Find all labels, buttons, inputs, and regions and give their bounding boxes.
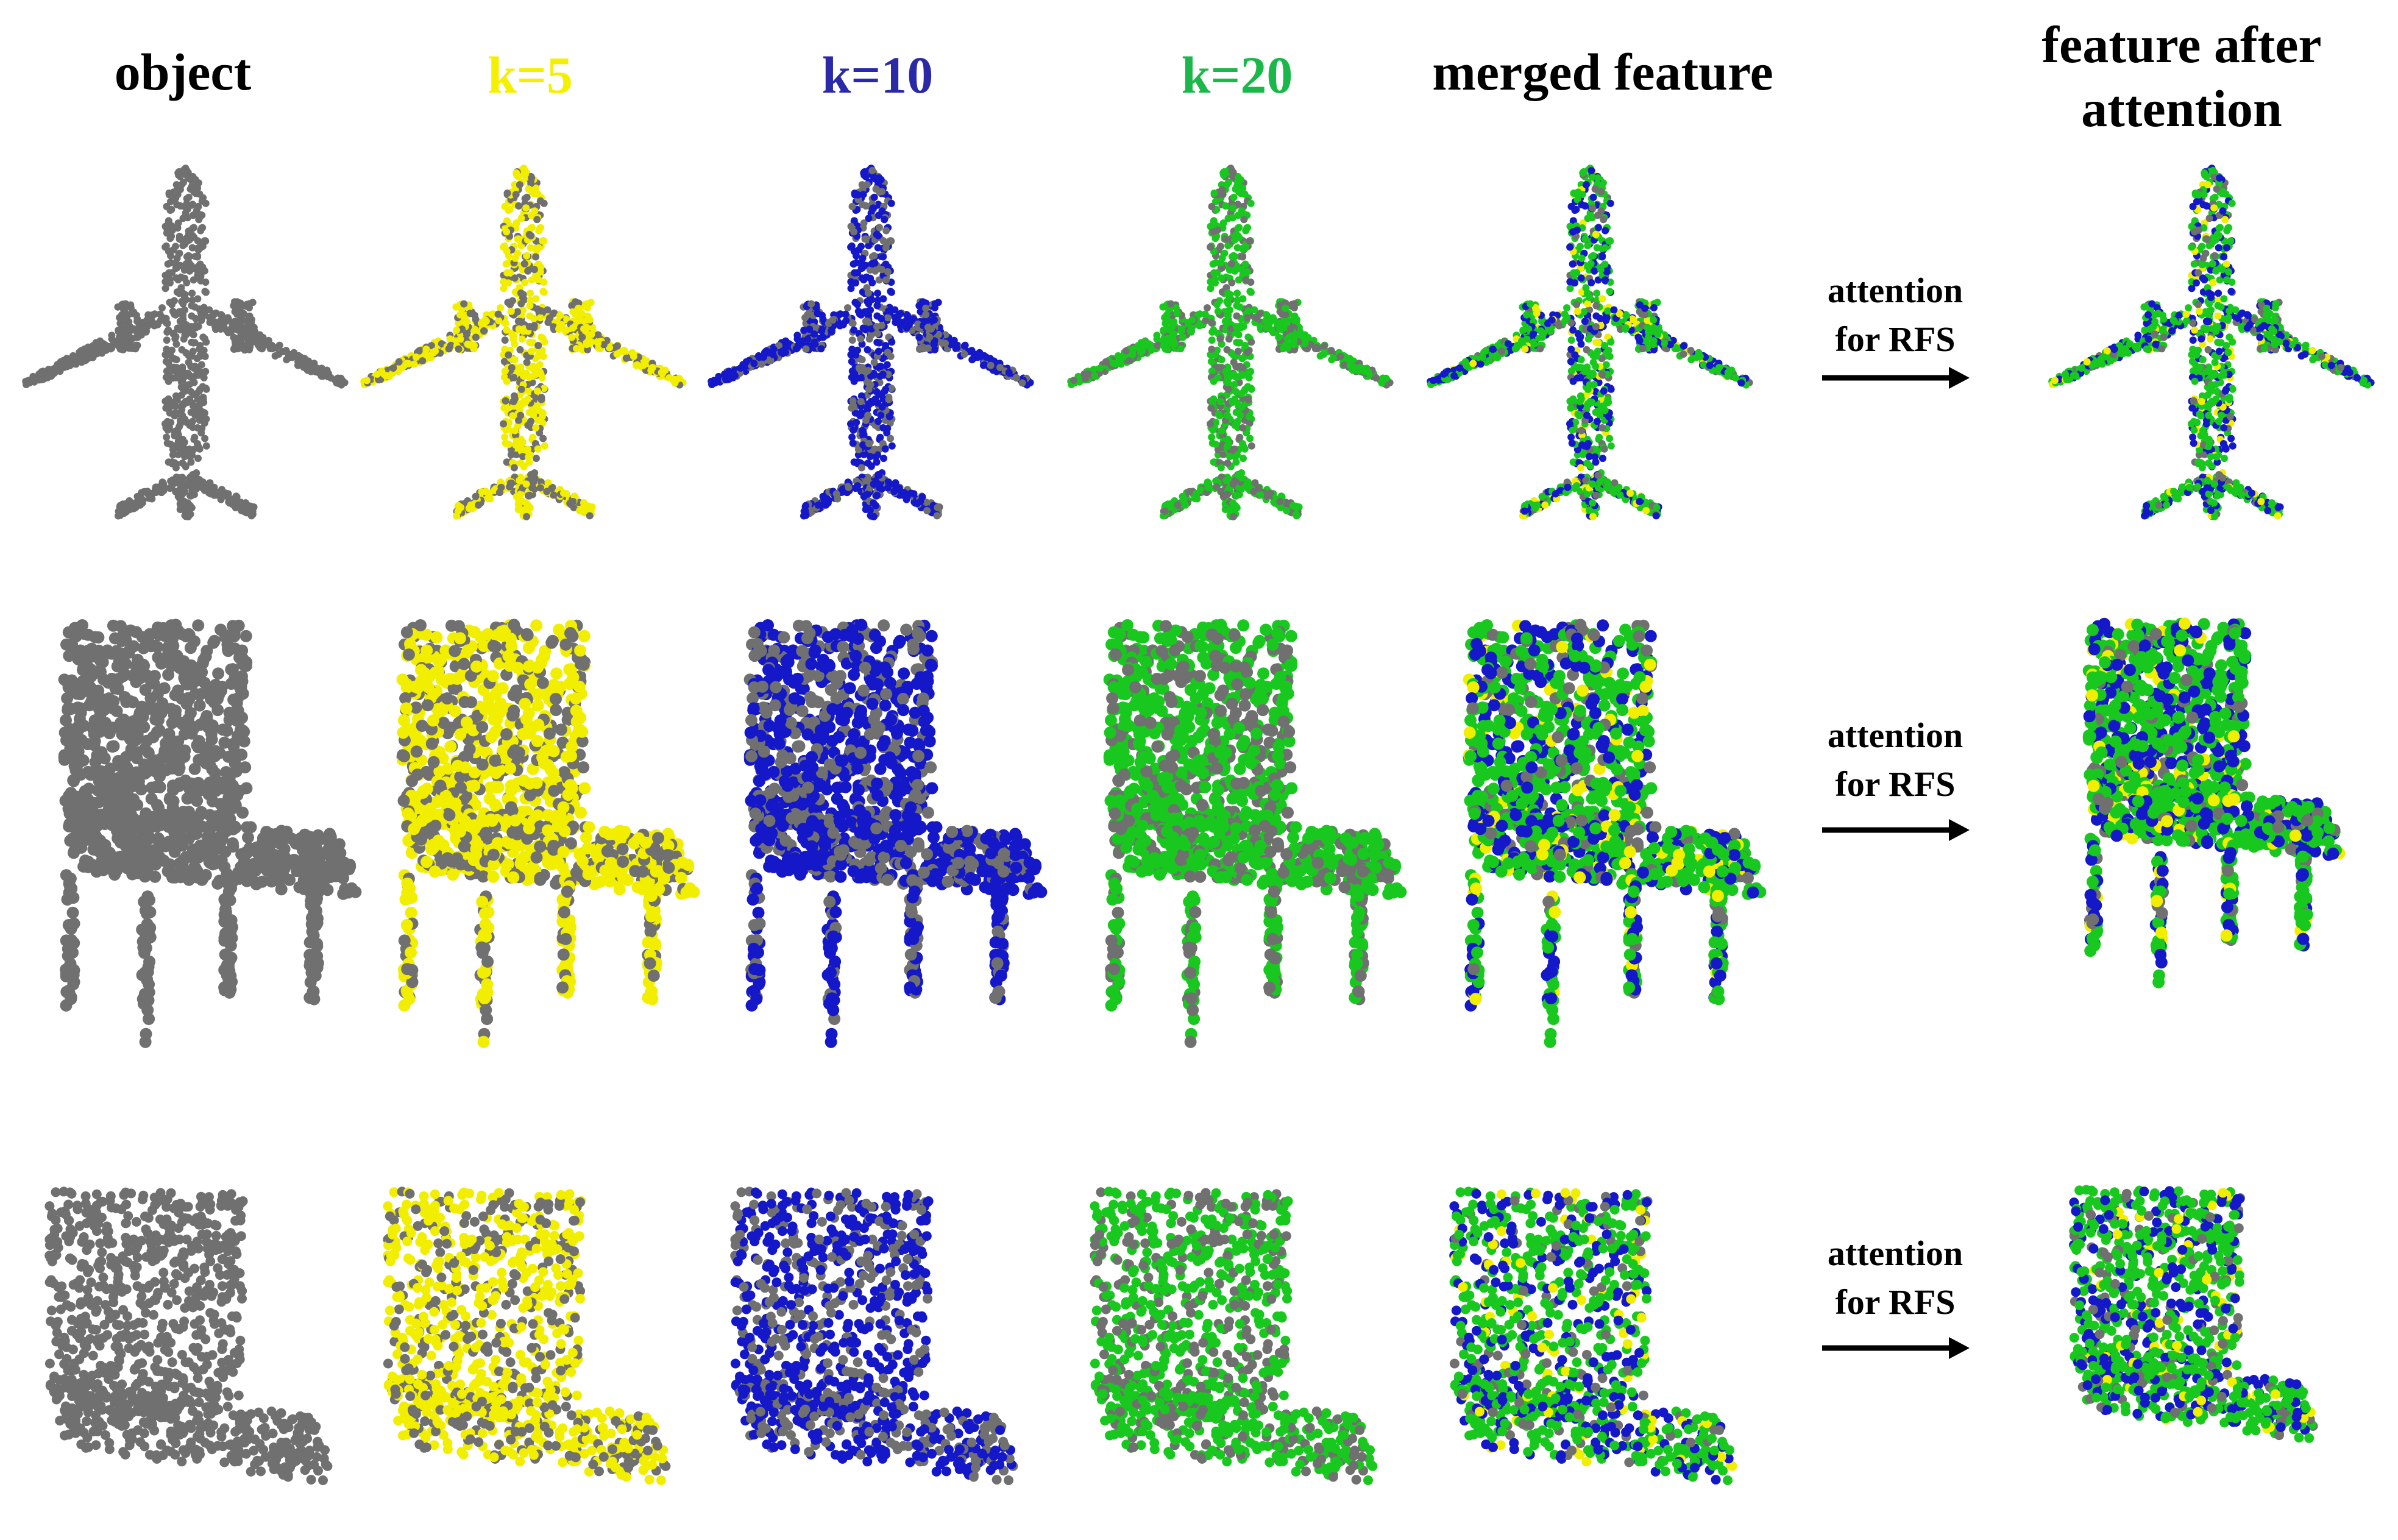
- panel-airplane-merged: [1427, 165, 1753, 520]
- panel-airplane-k20: [1067, 165, 1393, 520]
- panel-l-shaped-panel-k20: [1090, 1187, 1377, 1485]
- panel-l-shaped-panel-after: [2069, 1185, 2318, 1442]
- panel-l-shaped-panel-k10: [730, 1187, 1018, 1485]
- panel-l-shaped-panel-object: [44, 1187, 332, 1485]
- panel-chair-after: [2083, 617, 2346, 988]
- panel-l-shaped-panel-merged: [1449, 1187, 1737, 1485]
- panel-airplane-k5: [360, 165, 686, 520]
- panel-chair-k10: [744, 619, 1048, 1048]
- panel-chair-merged: [1463, 619, 1767, 1048]
- panel-chair-object: [59, 619, 362, 1048]
- panel-chair-k5: [397, 619, 700, 1048]
- panel-chair-k20: [1104, 619, 1407, 1048]
- panel-airplane-after: [2048, 165, 2374, 520]
- panel-l-shaped-panel-k5: [383, 1187, 670, 1485]
- panel-airplane-k10: [708, 165, 1034, 520]
- panel-airplane-object: [22, 165, 348, 520]
